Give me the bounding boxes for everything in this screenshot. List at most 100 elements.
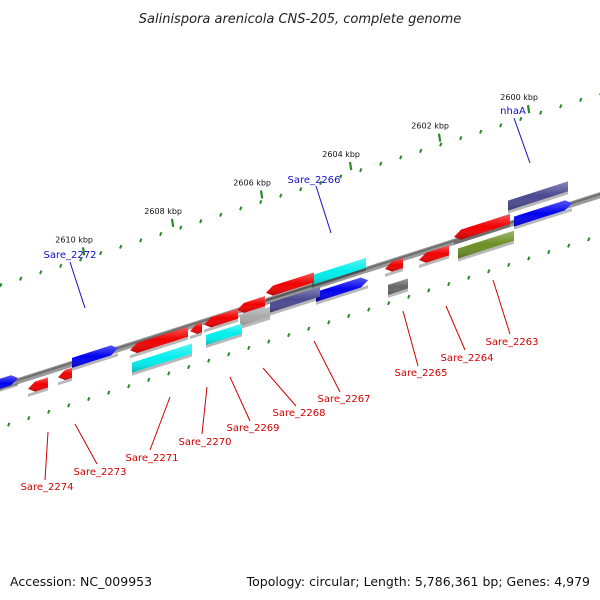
kbp-tick-label: 2602 kbp — [411, 122, 449, 131]
track-dot — [427, 288, 431, 293]
track-dot — [327, 320, 331, 325]
track-dot — [487, 269, 491, 274]
track-dot — [247, 345, 251, 351]
kbp-tick-mark — [170, 218, 175, 228]
track-dot — [227, 352, 231, 357]
label-Sare_2267[interactable]: Sare_2267 — [318, 394, 371, 405]
track-dot — [239, 206, 243, 211]
label-leader-line — [149, 396, 171, 451]
track-dot — [207, 358, 211, 363]
track-dot — [419, 148, 423, 154]
gene-Sare_2273[interactable] — [58, 367, 72, 386]
label-leader-line — [229, 376, 251, 422]
kbp-ticks: 2600 kbp 2602 kbp 2604 kbp 2606 kbp 2608 kbp… — [55, 93, 538, 256]
gene-Sare_2271[interactable] — [132, 343, 192, 376]
gene-red-2269a[interactable] — [204, 308, 238, 333]
track-dot — [399, 155, 403, 160]
gene-forward-blue-2[interactable] — [316, 277, 368, 305]
track-dot — [299, 187, 303, 192]
track-dot — [579, 97, 583, 102]
label-Sare_2264[interactable]: Sare_2264 — [441, 353, 494, 364]
label-leader-line — [315, 185, 332, 234]
gene-Sare_2263[interactable] — [458, 230, 514, 262]
gene-features — [0, 181, 572, 397]
gene-forward-blue-3[interactable] — [0, 375, 18, 395]
reverse-tick-track — [7, 237, 591, 427]
map-title: Salinispora arenicola CNS-205, complete … — [139, 12, 461, 27]
track-dot — [99, 250, 103, 256]
forward-tick-track — [0, 92, 600, 288]
track-dot — [567, 243, 571, 248]
gene-Sare_2268[interactable] — [240, 306, 270, 330]
gene-Sare_2264[interactable] — [419, 245, 449, 268]
label-leader-line — [492, 279, 511, 335]
track-dot — [387, 301, 391, 306]
track-dot — [559, 104, 563, 109]
track-dot — [0, 282, 3, 288]
track-dot — [59, 263, 63, 269]
gene-nhaA[interactable] — [508, 181, 568, 214]
track-dot — [147, 377, 151, 382]
track-dot — [439, 142, 443, 147]
label-Sare_2269[interactable]: Sare_2269 — [227, 423, 280, 434]
label-leader-line — [445, 305, 466, 351]
gene-Sare_2270[interactable] — [190, 322, 202, 340]
track-dot — [87, 396, 91, 402]
track-dot — [167, 371, 171, 376]
gene-Sare_2269[interactable] — [206, 323, 242, 349]
kbp-tick-mark — [259, 190, 264, 199]
label-Sare_2266[interactable]: Sare_2266 — [288, 175, 341, 186]
label-Sare_2273[interactable]: Sare_2273 — [74, 467, 127, 478]
track-dot — [179, 225, 183, 230]
kbp-tick-label: 2610 kbp — [55, 235, 93, 244]
gene-red-2267a[interactable] — [266, 272, 314, 301]
track-dot — [287, 332, 291, 338]
label-leader-line — [402, 310, 419, 367]
kbp-tick-mark — [526, 105, 531, 114]
track-dot — [119, 244, 123, 249]
label-Sare_2263[interactable]: Sare_2263 — [486, 337, 539, 348]
track-dot — [519, 116, 523, 122]
label-Sare_2271[interactable]: Sare_2271 — [126, 453, 179, 464]
track-dot — [339, 174, 343, 179]
kbp-tick-label: 2606 kbp — [233, 178, 271, 187]
track-dot — [379, 161, 383, 166]
kbp-tick-mark — [348, 161, 353, 171]
track-dot — [47, 409, 51, 414]
track-dot — [39, 270, 43, 275]
label-Sare_2265[interactable]: Sare_2265 — [395, 368, 448, 379]
track-dot — [319, 180, 323, 186]
label-leader-line — [513, 117, 531, 164]
track-dot — [27, 415, 31, 421]
label-leader-line — [74, 423, 98, 465]
track-dot — [219, 212, 223, 217]
gene-Sare_2266[interactable] — [312, 257, 366, 289]
label-Sare_2274[interactable]: Sare_2274 — [21, 482, 74, 493]
gene-red-2271a[interactable] — [130, 326, 188, 359]
track-dot — [447, 281, 451, 287]
track-dot — [199, 219, 203, 224]
track-dot — [187, 364, 191, 370]
label-Sare_2268[interactable]: Sare_2268 — [273, 408, 326, 419]
accession-text: Accession: NC_009953 — [10, 574, 152, 589]
gene-Sare_2274[interactable] — [28, 377, 48, 397]
label-nhaA[interactable]: nhaA — [500, 106, 526, 117]
gene-Sare_2267[interactable] — [270, 286, 320, 316]
track-dot — [587, 237, 591, 242]
gene-red-2265a[interactable] — [385, 258, 403, 277]
kbp-tick-label: 2600 kbp — [500, 93, 538, 102]
label-Sare_2272[interactable]: Sare_2272 — [44, 250, 97, 261]
track-dot — [499, 123, 503, 128]
gene-Sare_2265[interactable] — [388, 278, 408, 298]
gene-red-2263b[interactable] — [454, 213, 510, 245]
label-Sare_2270[interactable]: Sare_2270 — [179, 437, 232, 448]
gene-forward-blue-1[interactable] — [514, 200, 572, 230]
kbp-tick-label: 2604 kbp — [322, 150, 360, 159]
track-dot — [467, 275, 471, 280]
gene-Sare_2272[interactable] — [72, 345, 118, 371]
track-dot — [107, 390, 111, 395]
track-dot — [7, 422, 11, 427]
track-dot — [67, 403, 71, 408]
track-dot — [139, 238, 143, 243]
track-dot — [279, 193, 283, 198]
